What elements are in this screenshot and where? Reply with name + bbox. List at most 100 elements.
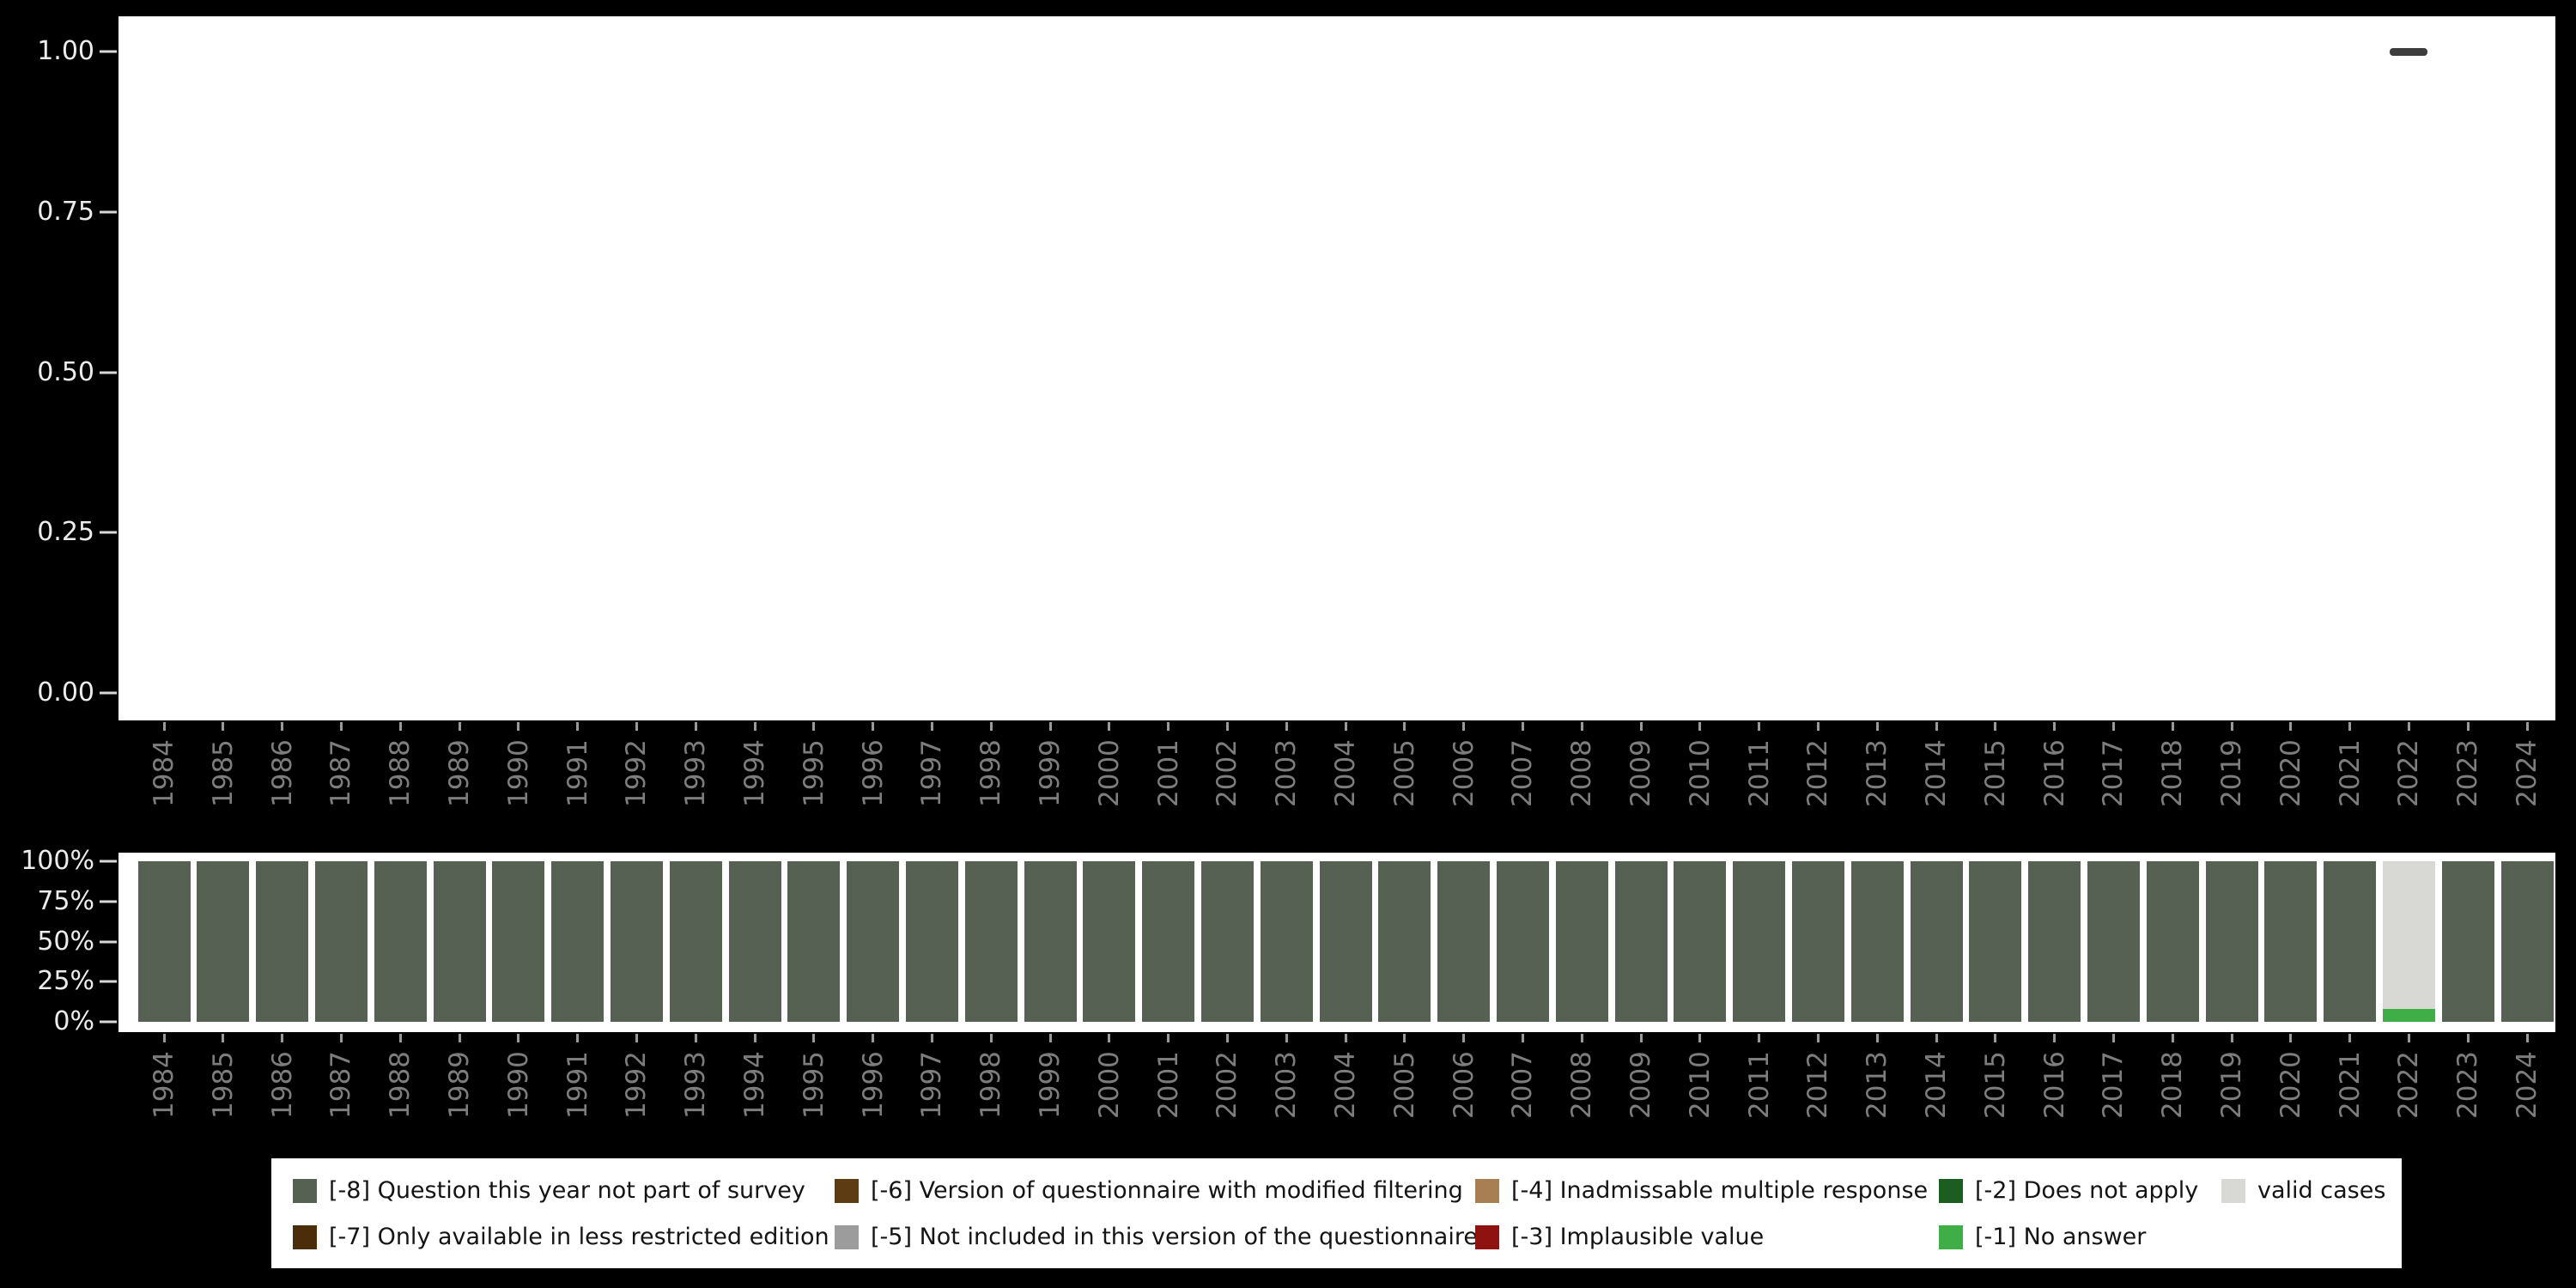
top-x-tick-mark [162,722,166,731]
top-x-tick-label: 2013 [1862,739,1893,807]
top-x-tick-label: 2016 [2038,739,2070,807]
stacked-bar-2020 [2264,861,2318,1022]
top-x-tick-label: 1993 [680,739,712,807]
stacked-bar-2018 [2146,861,2199,1022]
top-x-tick-label: 1995 [798,739,829,807]
bottom-x-tick-mark [1403,1034,1406,1042]
top-x-tick-mark [1994,722,1997,731]
bar-segment [1024,861,1077,1022]
bottom-x-tick-label: 1996 [857,1051,889,1119]
bottom-x-tick-mark [1816,1034,1820,1042]
top-x-tick-label: 2006 [1448,739,1479,807]
top-x-tick-mark [517,722,520,731]
bottom-y-tick-label: 0% [53,1006,94,1036]
top-y-tick-label: 0.75 [37,196,94,227]
legend-swatch [835,1179,859,1203]
top-x-tick-label: 2019 [2216,739,2247,807]
stacked-bar-1987 [314,861,368,1022]
bar-segment [433,861,486,1022]
stacked-bar-2002 [1200,861,1254,1022]
top-y-tick-label: 0.25 [37,517,94,548]
bottom-x-tick-label: 1994 [739,1051,770,1119]
top-x-tick-mark [1285,722,1288,731]
top-x-tick-mark [339,722,343,731]
bottom-y-tick-label: 100% [21,846,94,876]
bar-segment [610,861,663,1022]
bar-segment [2028,861,2081,1022]
legend-item: [-2] Does not apply [1939,1174,2198,1208]
bar-segment [1496,861,1549,1022]
bar-segment [1674,861,1727,1022]
bottom-x-tick-mark [281,1034,284,1042]
legend-swatch [835,1225,859,1249]
top-x-tick-mark [2289,722,2293,731]
bar-segment [374,861,427,1022]
bar-segment [1555,861,1608,1022]
top-y-tick-mark [100,210,117,214]
top-x-tick-mark [1698,722,1702,731]
bottom-x-tick-mark [339,1034,343,1042]
stacked-bar-2011 [1733,861,1786,1022]
data-point-2022 [2390,47,2428,56]
bar-segment [847,861,900,1022]
bottom-x-tick-label: 2017 [2098,1051,2129,1119]
top-x-tick-mark [1108,722,1111,731]
top-x-tick-label: 2022 [2393,739,2425,807]
legend-swatch [2221,1179,2245,1203]
top-x-tick-mark [1521,722,1524,731]
top-x-tick-label: 1989 [444,739,475,807]
bar-segment [2441,861,2494,1022]
bottom-y-tick-mark [100,980,117,983]
bottom-x-tick-mark [2407,1034,2410,1042]
bottom-x-tick-mark [162,1034,166,1042]
stacked-bar-1984 [137,861,191,1022]
stacked-bar-1986 [256,861,309,1022]
bottom-x-tick-label: 1990 [502,1051,534,1119]
stacked-bar-2006 [1437,861,1491,1022]
stacked-bar-2009 [1614,861,1668,1022]
bottom-x-tick-label: 1998 [975,1051,1007,1119]
legend-swatch [1939,1179,1963,1203]
bar-segment [1910,861,1963,1022]
bottom-x-tick-label: 2023 [2452,1051,2484,1119]
bottom-x-tick-label: 2010 [1684,1051,1716,1119]
bottom-x-tick-mark [1580,1034,1583,1042]
stacked-bar-2019 [2205,861,2258,1022]
bottom-x-tick-label: 2018 [2157,1051,2189,1119]
bar-segment [2087,861,2140,1022]
bottom-x-tick-mark [694,1034,697,1042]
bottom-x-tick-mark [753,1034,756,1042]
bottom-x-tick-label: 1997 [916,1051,948,1119]
bottom-x-tick-mark [1994,1034,1997,1042]
stacked-bar-2017 [2087,861,2140,1022]
top-x-tick-label: 2004 [1330,739,1361,807]
stacked-bar-1995 [787,861,841,1022]
bottom-x-tick-mark [2111,1034,2115,1042]
legend-item: [-8] Question this year not part of surv… [293,1174,805,1208]
top-x-tick-mark [989,722,993,731]
bottom-y-tick-mark [100,1020,117,1024]
top-x-tick-label: 1996 [857,739,889,807]
bottom-x-tick-label: 2019 [2216,1051,2247,1119]
bottom-x-tick-label: 2006 [1448,1051,1479,1119]
bottom-x-tick-label: 2003 [1271,1051,1303,1119]
legend-item: [-5] Not included in this version of the… [835,1220,1478,1255]
bottom-x-tick-label: 2005 [1388,1051,1420,1119]
stacked-bar-1990 [492,861,545,1022]
bar-segment [669,861,722,1022]
top-x-tick-mark [576,722,580,731]
stacked-bar-2003 [1260,861,1313,1022]
legend-swatch [293,1225,317,1249]
bar-segment [256,861,309,1022]
stacked-bar-2007 [1496,861,1549,1022]
top-x-tick-label: 1984 [149,739,179,807]
bar-segment [1969,861,2022,1022]
top-x-tick-label: 2015 [1979,739,2011,807]
top-x-tick-label: 1991 [562,739,593,807]
bottom-x-tick-label: 2002 [1212,1051,1243,1119]
top-x-tick-label: 1987 [325,739,357,807]
bottom-x-tick-label: 2004 [1330,1051,1361,1119]
top-x-tick-label: 2001 [1152,739,1184,807]
bottom-x-tick-label: 2000 [1093,1051,1125,1119]
legend-label: [-7] Only available in less restricted e… [329,1224,829,1250]
